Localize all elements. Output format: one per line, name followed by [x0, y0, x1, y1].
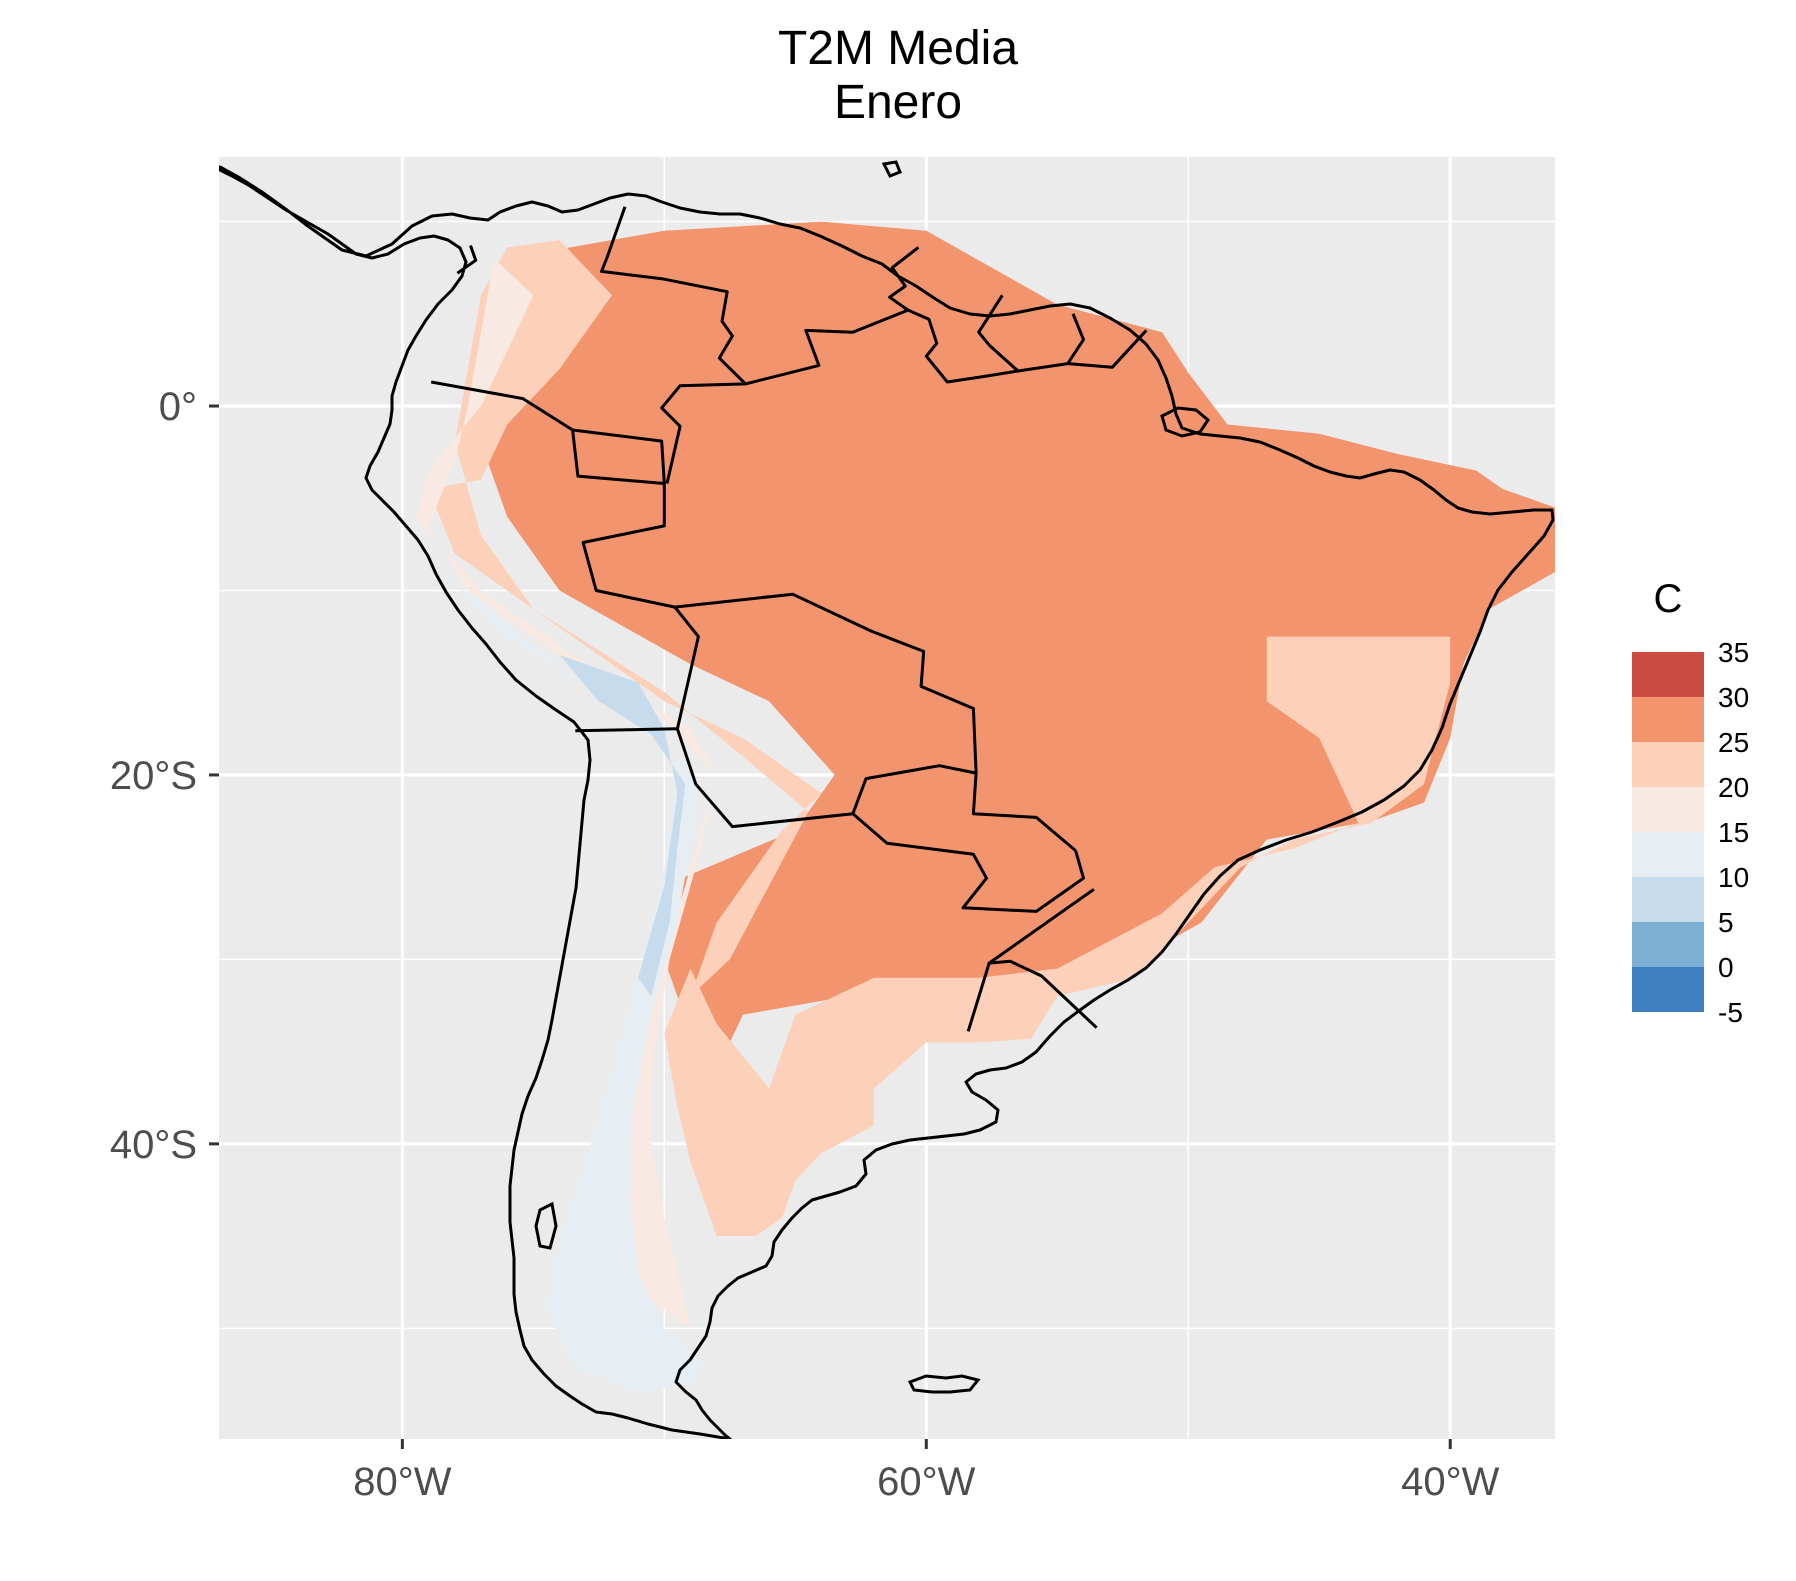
temp-region-25-30	[481, 221, 1555, 1071]
border-line	[907, 308, 1019, 384]
country-borders	[430, 206, 1148, 1032]
legend-key	[1632, 787, 1704, 832]
country-outlines	[219, 160, 1555, 1439]
legend-label: 15	[1718, 817, 1749, 848]
border-line	[575, 727, 678, 733]
legend-title: C	[1654, 577, 1683, 621]
border-line	[1067, 329, 1148, 369]
x-tick-label: 60°W	[877, 1460, 975, 1504]
y-tick-label: 0°	[159, 385, 197, 429]
border-line	[977, 294, 1085, 373]
legend-key	[1632, 967, 1704, 1012]
legend-key	[1632, 877, 1704, 922]
border-line	[971, 773, 1077, 852]
legend-key	[1632, 832, 1704, 877]
legend-label: 35	[1718, 637, 1749, 668]
border-line	[456, 245, 478, 275]
legend-label: 20	[1718, 772, 1749, 803]
legend-label: 10	[1718, 862, 1749, 893]
legend-label: 5	[1718, 907, 1734, 938]
border-line	[966, 962, 991, 1032]
legend-key	[1632, 742, 1704, 787]
border-line	[571, 429, 1085, 913]
chart-title-block: T2M Media Enero	[0, 22, 1796, 130]
legend-key	[1632, 652, 1704, 697]
temp-region-20-25	[664, 636, 1451, 1237]
chiloe-island	[534, 1201, 558, 1250]
malvinas-islands	[907, 1374, 981, 1394]
temperature-fields	[415, 221, 1555, 1393]
legend-key	[1632, 697, 1704, 742]
y-tick-label: 40°S	[110, 1123, 197, 1167]
legend-label: 30	[1718, 682, 1749, 713]
coastline	[219, 165, 1555, 1439]
y-tick-label: 20°S	[110, 754, 197, 798]
marajo-island	[1160, 406, 1210, 438]
chart-subtitle: Enero	[833, 76, 963, 129]
x-tick-label: 40°W	[1401, 1460, 1499, 1504]
x-tick-label: 80°W	[353, 1460, 451, 1504]
border-line	[600, 206, 747, 484]
trinidad-island	[881, 160, 902, 178]
legend-key	[1632, 922, 1704, 967]
axes: 80°W 60°W 40°W 0° 20°S 40°S	[110, 385, 1500, 1504]
border-line	[987, 888, 1098, 1029]
legend-label: 25	[1718, 727, 1749, 758]
border-line	[674, 592, 978, 815]
legend: C 35 30 25 20 15 10 5 0 -5	[1632, 577, 1749, 1028]
legend-label: -5	[1718, 997, 1743, 1028]
legend-label: 0	[1718, 952, 1734, 983]
chart-title: T2M Media	[777, 22, 1019, 75]
